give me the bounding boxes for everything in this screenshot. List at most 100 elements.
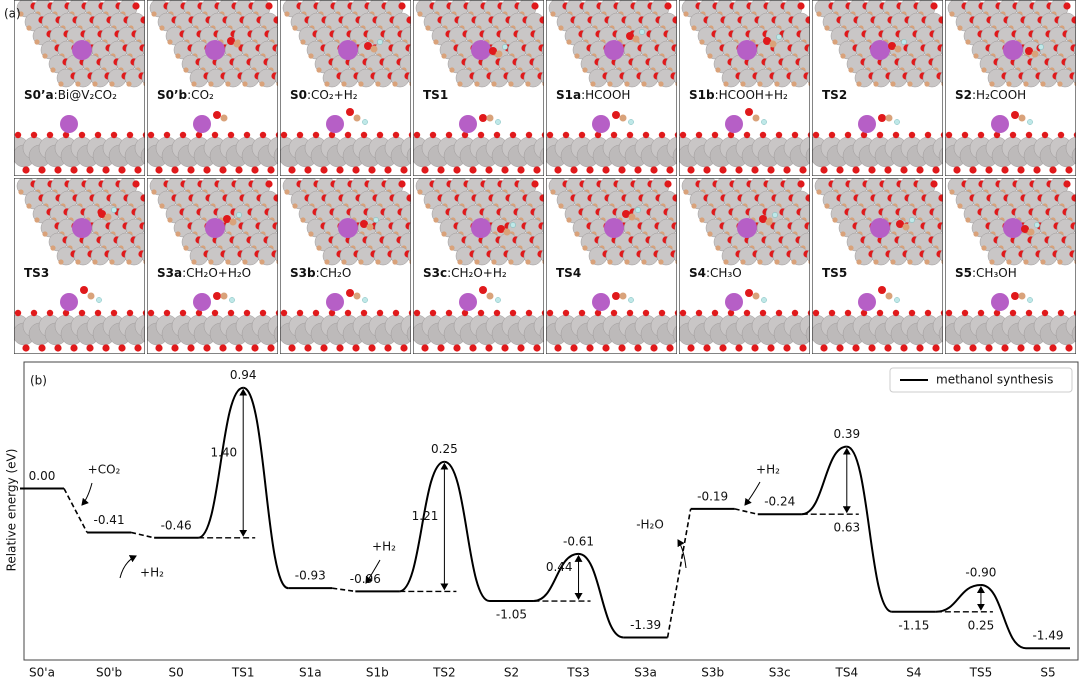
adsorbate [776,34,782,40]
atom-o [211,131,219,139]
atom-c [641,81,647,87]
panel-label: TS2 [822,88,847,102]
atom-o [642,309,650,317]
atom-o [320,166,328,174]
atom-o [126,131,134,139]
atom-o [672,194,677,202]
state-formula: :HCOOH [581,88,630,102]
atom-o [751,166,759,174]
atom-o [147,309,155,317]
atom-bi [1003,40,1023,60]
atom-c [50,245,56,251]
structure-panel: S0’a:Bi@V₂CO₂ [14,0,145,176]
x-tick-label: S5 [1040,666,1055,680]
atom-o [195,131,203,139]
atom-o [751,344,759,352]
atom-c [715,245,721,251]
panel-label: TS4 [556,266,581,280]
atom-c [558,25,564,31]
atom-v [539,147,544,165]
atom-o [602,344,610,352]
atom-o [509,309,517,317]
atom-o [336,166,344,174]
atom-o [679,309,687,317]
atom-o [876,131,884,139]
atom-c [449,67,455,73]
adsorbate [894,45,902,53]
adsorbate [503,228,511,236]
atom-o [140,194,145,202]
atom-o [163,309,171,317]
atom-c [26,25,32,31]
atom-c [550,11,556,17]
atom-o [719,344,727,352]
adsorbate [1034,222,1040,228]
atom-o [70,344,78,352]
atom-c [1023,259,1029,265]
atom-c [973,53,979,59]
adsorbate [1018,292,1026,300]
atom-o [171,166,179,174]
atom-o [938,194,943,202]
adsorbate [233,40,241,48]
atom-bi [858,115,876,133]
state-formula: :CH₃OH [972,266,1017,280]
atom-o [953,344,961,352]
atom-o [938,16,943,24]
atom-o [54,344,62,352]
atom-c [658,81,664,87]
atom-c [715,67,721,73]
atom-o [400,166,408,174]
atom-c [791,81,797,87]
atom-v [1072,248,1076,264]
reaction-annotation: +H₂ [756,463,780,477]
atom-c [791,259,797,265]
dashed-connector [130,531,155,539]
atom-o [993,131,1001,139]
atom-o [296,309,304,317]
panel-label: S1a:HCOOH [556,88,630,102]
atom-c [840,231,846,237]
atom-c [707,231,713,237]
atom-bi [592,293,610,311]
atom-v [672,325,677,343]
atom-o [62,131,70,139]
atom-c [873,81,879,87]
atom-c [308,231,314,237]
adsorbate [364,42,372,50]
atom-o [916,344,924,352]
state-name: S5 [955,266,972,280]
adsorbate [745,289,753,297]
atom-o [30,309,38,317]
atom-c [50,67,56,73]
atom-o [461,309,469,317]
structure-panel: S3c:CH₂O+H₂ [413,178,544,354]
panel-b-label: (b) [30,374,47,388]
atom-o [908,131,916,139]
atom-v [1072,70,1076,86]
atom-o [179,131,187,139]
atom-o [400,344,408,352]
atom-c [109,81,115,87]
panel-label: S2:H₂COOH [955,88,1026,102]
atom-o [1065,166,1073,174]
atom-o [251,344,259,352]
atom-c [324,81,330,87]
panel-label: S4:CH₃O [689,266,742,280]
x-tick-label: TS5 [969,666,993,680]
atom-c [832,217,838,223]
atom-o [501,166,509,174]
atom-c [1006,259,1012,265]
atom-o [546,309,554,317]
atom-o [54,166,62,174]
atom-o [14,309,22,317]
atom-bi [338,40,358,60]
atom-o [554,166,562,174]
adsorbate [885,114,893,122]
atom-o [22,344,30,352]
atom-o [429,309,437,317]
barrier-label: 0.44 [546,560,573,574]
atom-c [316,67,322,73]
atom-o [666,166,674,174]
atom-v [939,248,943,264]
